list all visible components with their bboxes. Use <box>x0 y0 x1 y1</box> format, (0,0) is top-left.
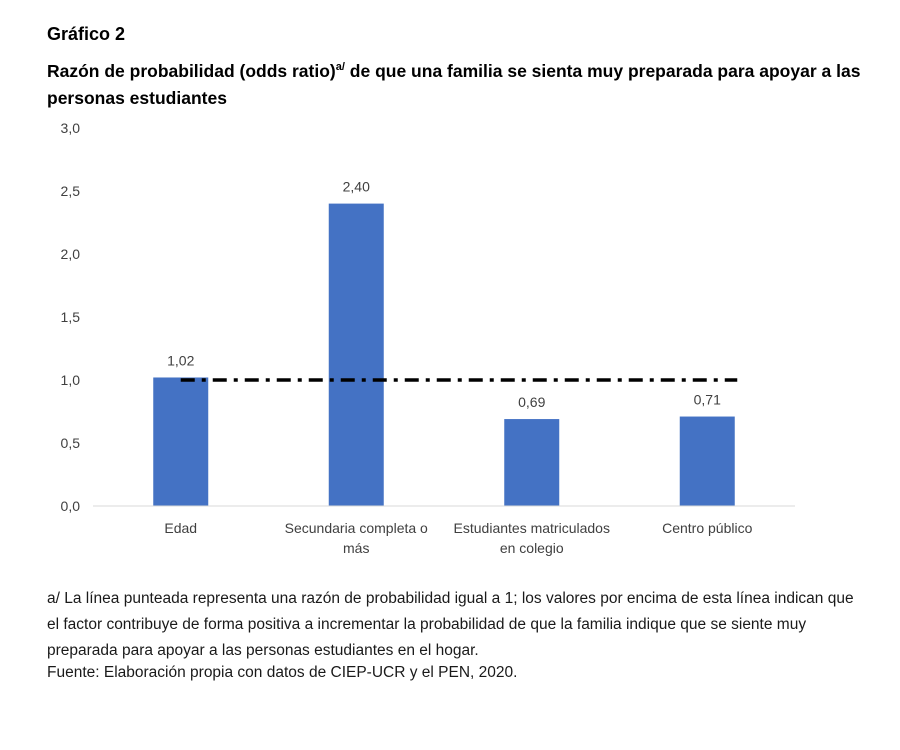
footnote: a/ La línea punteada representa una razó… <box>47 590 854 659</box>
x-tick-label: en colegio <box>500 540 564 556</box>
data-label: 0,71 <box>694 392 721 408</box>
y-tick-label: 1,0 <box>61 372 81 388</box>
bars <box>153 203 735 506</box>
chart-title: Razón de probabilidad (odds ratio)a/ de … <box>47 54 867 112</box>
x-tick-label: Estudiantes matriculados <box>454 520 610 536</box>
data-label: 0,69 <box>518 394 545 410</box>
chart-title-main: Razón de probabilidad (odds ratio) <box>47 60 336 81</box>
x-tick-label: más <box>343 540 369 556</box>
data-labels: 1,02 2,40 0,69 0,71 <box>167 179 721 410</box>
x-tick-label: Centro público <box>662 520 752 536</box>
bar <box>153 377 209 506</box>
chart-title-rest: de que una familia se sienta muy prepara… <box>47 60 861 108</box>
y-tick-label: 1,5 <box>61 309 81 325</box>
y-tick-label: 3,0 <box>61 120 81 136</box>
x-axis: Edad Secundaria completa o más Estudiantes … <box>93 505 795 556</box>
y-tick-label: 0,5 <box>61 435 81 451</box>
bar <box>679 416 735 506</box>
y-tick-label: 2,5 <box>61 183 81 199</box>
data-label: 2,40 <box>343 179 370 195</box>
x-tick-label: Edad <box>164 520 197 536</box>
figure-label: Gráfico 2 <box>47 24 126 44</box>
bar <box>328 203 384 506</box>
title-footnote-marker: a/ <box>335 61 345 73</box>
x-tick-label: Secundaria completa o <box>285 520 428 536</box>
data-label: 1,02 <box>167 352 194 368</box>
bar <box>504 419 560 506</box>
source-note: Fuente: Elaboración propia con datos de … <box>47 664 518 681</box>
y-axis: 0,0 0,5 1,0 1,5 2,0 2,5 3,0 <box>61 120 81 514</box>
y-tick-label: 0,0 <box>61 498 81 514</box>
y-tick-label: 2,0 <box>61 246 81 262</box>
bar-chart: 0,0 0,5 1,0 1,5 2,0 2,5 3,0 1,02 2,40 0,69 0,71 E… <box>61 120 795 556</box>
